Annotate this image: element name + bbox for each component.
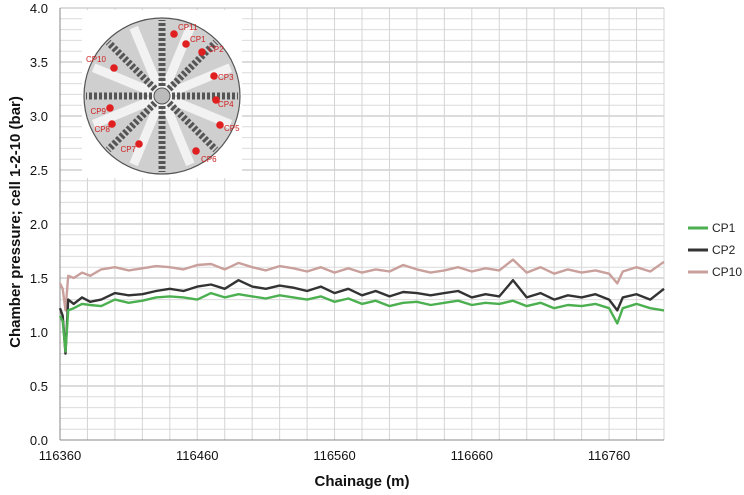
y-tick-label: 1.0 bbox=[30, 325, 48, 340]
sensor-label-cp5: CP5 bbox=[224, 124, 240, 133]
grid bbox=[59, 7, 665, 441]
cutterhead-hub bbox=[153, 87, 171, 105]
series-lines bbox=[58, 258, 665, 355]
series-line-cp2 bbox=[58, 279, 665, 355]
x-axis-title: Chainage (m) bbox=[314, 473, 409, 490]
sensor-label-cp7: CP7 bbox=[120, 145, 136, 154]
legend-label-cp10: CP10 bbox=[712, 265, 742, 279]
sensor-dot-cp11 bbox=[170, 30, 178, 38]
opening-slot bbox=[157, 25, 195, 98]
sensor-dot-cp1 bbox=[182, 40, 190, 48]
opening-slot bbox=[160, 63, 233, 101]
cutter-spoke bbox=[105, 93, 165, 153]
y-tick-label: 0.5 bbox=[30, 379, 48, 394]
legend: CP1 CP2 CP10 bbox=[688, 221, 742, 279]
y-tick-label: 3.0 bbox=[30, 109, 48, 124]
series-line-cp10 bbox=[58, 258, 665, 312]
x-tick-label: 116560 bbox=[313, 448, 355, 463]
sensor-label-cp1: CP1 bbox=[190, 35, 206, 44]
sensor-dot-cp4 bbox=[212, 96, 220, 104]
cutter-spoke bbox=[159, 93, 219, 153]
sensor-label-cp11: CP11 bbox=[178, 23, 198, 32]
sensor-label-cp8: CP8 bbox=[94, 125, 110, 134]
y-tick-label: 3.5 bbox=[30, 55, 48, 70]
sensor-label-cp2: CP2 bbox=[208, 45, 224, 54]
cutter-spoke bbox=[105, 39, 165, 99]
opening-slot bbox=[129, 94, 167, 167]
sensor-label-cp10: CP10 bbox=[86, 55, 107, 64]
legend-label-cp2: CP2 bbox=[712, 243, 736, 257]
sensor-label-cp6: CP6 bbox=[201, 155, 217, 164]
opening-slot bbox=[157, 94, 195, 167]
opening-slot bbox=[129, 25, 167, 98]
tick-labels: 0.0 0.5 1.0 1.5 2.0 2.5 3.0 3.5 4.0 116360 116460 1… bbox=[30, 1, 630, 463]
legend-label-cp1: CP1 bbox=[712, 221, 736, 235]
y-axis-title: Chamber pressure; cell 1-2-10 (bar) bbox=[7, 96, 24, 348]
y-tick-label: 1.5 bbox=[30, 271, 48, 286]
sensor-dot-cp8 bbox=[108, 120, 116, 128]
opening-slot bbox=[160, 91, 233, 129]
x-tick-label: 116460 bbox=[176, 448, 218, 463]
axes bbox=[59, 8, 664, 441]
y-tick-label: 0.0 bbox=[30, 433, 48, 448]
sensor-dot-cp7 bbox=[135, 140, 143, 148]
series-line-cp1 bbox=[58, 291, 665, 353]
x-tick-label: 116360 bbox=[39, 448, 81, 463]
x-tick-label: 116760 bbox=[588, 448, 630, 463]
sensor-label-cp3: CP3 bbox=[218, 73, 234, 82]
sensor-dot-cp9 bbox=[106, 104, 114, 112]
opening-slot bbox=[91, 91, 164, 129]
sensor-dot-cp2 bbox=[198, 48, 206, 56]
cutter-spoke bbox=[159, 39, 219, 99]
y-tick-label: 4.0 bbox=[30, 1, 48, 16]
sensor-label-cp4: CP4 bbox=[218, 100, 234, 109]
sensor-dot-cp6 bbox=[192, 147, 200, 155]
sensor-dot-cp3 bbox=[210, 72, 218, 80]
y-tick-label: 2.0 bbox=[30, 217, 48, 232]
x-tick-label: 116660 bbox=[451, 448, 493, 463]
sensor-label-cp9: CP9 bbox=[90, 107, 106, 116]
sensor-dot-cp5 bbox=[216, 121, 224, 129]
y-tick-label: 2.5 bbox=[30, 163, 48, 178]
opening-slot bbox=[91, 63, 164, 101]
sensor-dot-cp10 bbox=[110, 64, 118, 72]
